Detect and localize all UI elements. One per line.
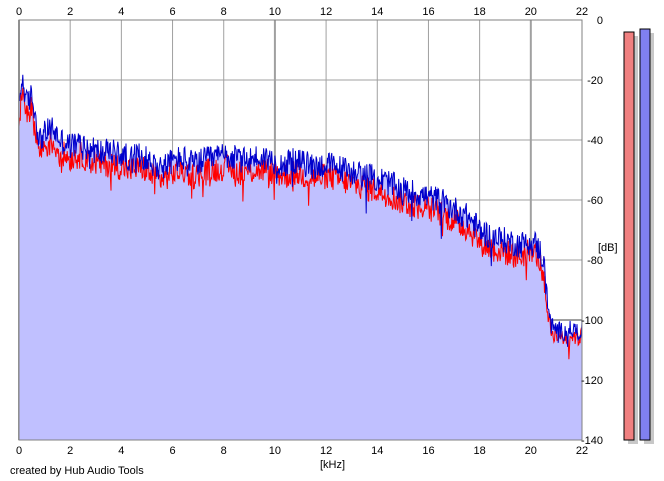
series-lines xyxy=(18,74,583,360)
y-tick-label-1: -20 xyxy=(587,75,603,87)
x-tick-label-top-5: 10 xyxy=(269,6,281,18)
x-tick-label-top-1: 2 xyxy=(67,6,73,18)
x-tick-label-bottom-2: 4 xyxy=(118,445,124,457)
x-tick-label-top-6: 12 xyxy=(320,6,332,18)
x-tick-label-bottom-4: 8 xyxy=(221,445,227,457)
x-tick-label-top-3: 6 xyxy=(169,6,175,18)
credit-text: created by Hub Audio Tools xyxy=(10,465,144,477)
x-tick-label-top-9: 18 xyxy=(474,6,486,18)
y-tick-label-2: -40 xyxy=(587,135,603,147)
x-tick-label-bottom-7: 14 xyxy=(371,445,383,457)
x-tick-label-bottom-5: 10 xyxy=(269,445,281,457)
meter-bar-0 xyxy=(623,31,635,441)
x-tick-label-top-8: 16 xyxy=(422,6,434,18)
y-tick-labels: 0 -20 -40 -60 -80 -100 -120 -140 xyxy=(581,15,603,447)
y-tick-label-4: -80 xyxy=(587,255,603,267)
level-meters xyxy=(623,28,654,444)
y-tick-label-7: -140 xyxy=(581,435,603,447)
x-tick-label-top-10: 20 xyxy=(525,6,537,18)
x-tick-label-bottom-6: 12 xyxy=(320,445,332,457)
plot-frame xyxy=(18,19,583,441)
x-tick-label-bottom-1: 2 xyxy=(67,445,73,457)
y-tick-label-6: -120 xyxy=(581,375,603,387)
x-tick-label-top-11: 22 xyxy=(576,6,588,18)
x-tick-label-top-4: 8 xyxy=(221,6,227,18)
x-tick-label-bottom-0: 0 xyxy=(16,445,22,457)
x-tick-label-top-2: 4 xyxy=(118,6,124,18)
x-tick-label-bottom-8: 16 xyxy=(422,445,434,457)
x-tick-label-bottom-3: 6 xyxy=(169,445,175,457)
x-tick-label-top-7: 14 xyxy=(371,6,383,18)
x-tick-label-bottom-10: 20 xyxy=(525,445,537,457)
y-tick-label-0: 0 xyxy=(597,15,603,27)
series-line-0 xyxy=(18,74,583,347)
x-tick-label-top-0: 0 xyxy=(16,6,22,18)
y-tick-label-3: -60 xyxy=(587,195,603,207)
y-tick-label-5: -100 xyxy=(581,315,603,327)
x-axis-unit: [kHz] xyxy=(320,459,345,471)
meter-bar-1 xyxy=(639,28,651,441)
x-tick-label-bottom-11: 22 xyxy=(576,445,588,457)
x-tick-label-bottom-9: 18 xyxy=(474,445,486,457)
y-axis-unit: [dB] xyxy=(598,242,618,254)
